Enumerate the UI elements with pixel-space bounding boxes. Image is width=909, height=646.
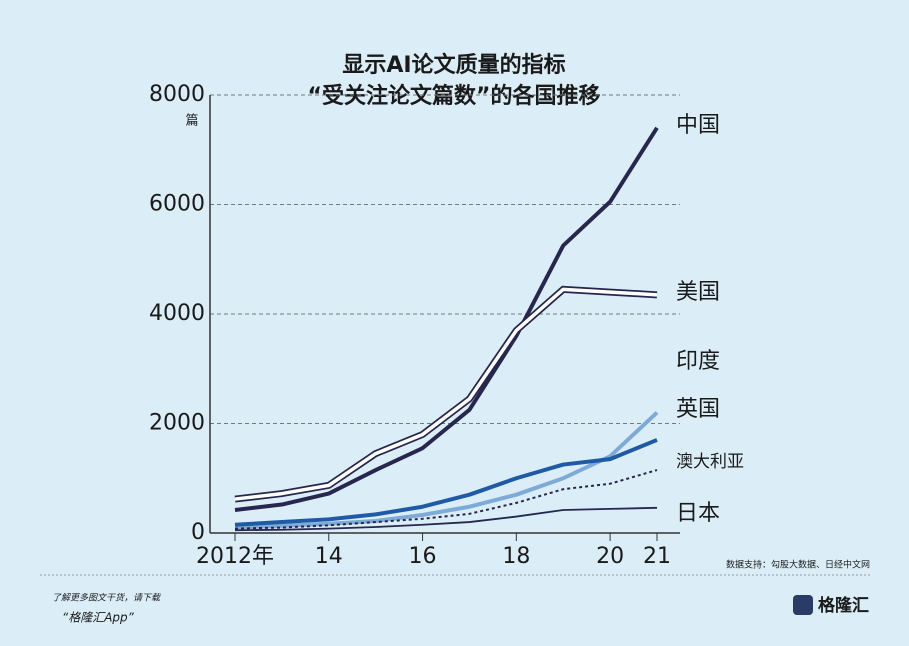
legend-label: 中国	[676, 113, 720, 138]
footer-app: “格隆汇App”	[62, 611, 135, 625]
line	[234, 287, 658, 501]
line	[234, 469, 658, 530]
line	[234, 438, 658, 527]
x-tick-label: 18	[502, 544, 530, 569]
logo-icon	[793, 595, 813, 615]
x-tick-label: 20	[596, 544, 624, 569]
source: 数据支持：勾股大数据、日经中文网	[726, 559, 870, 571]
y-tick-label: 6000	[149, 192, 205, 217]
legend-label: 日本	[676, 501, 720, 526]
logo-text: 格隆汇	[818, 595, 869, 616]
footer-note: 了解更多图文干货，请下载	[52, 593, 161, 604]
y-tick-label: 0	[191, 520, 205, 545]
x-tick-label: 14	[315, 544, 343, 569]
x-tick-label: 16	[409, 544, 437, 569]
y-tick-label: 8000	[149, 82, 205, 107]
y-tick-label: 2000	[149, 411, 205, 436]
legend-label: 澳大利亚	[676, 452, 744, 472]
line	[234, 411, 659, 530]
chart-subtitle: “受关注论文篇数”的各国推移	[308, 83, 601, 109]
y-unit: 篇	[185, 114, 198, 129]
legend-label: 印度	[676, 349, 720, 374]
line	[234, 126, 659, 512]
chart-title: 显示AI论文质量的指标	[342, 52, 565, 78]
legend-label: 英国	[676, 397, 720, 422]
y-tick-label: 4000	[149, 301, 205, 326]
x-tick-label: 21	[643, 544, 671, 569]
line	[234, 506, 658, 532]
legend-label: 美国	[676, 280, 720, 305]
x-tick-label: 2012年	[196, 544, 274, 569]
